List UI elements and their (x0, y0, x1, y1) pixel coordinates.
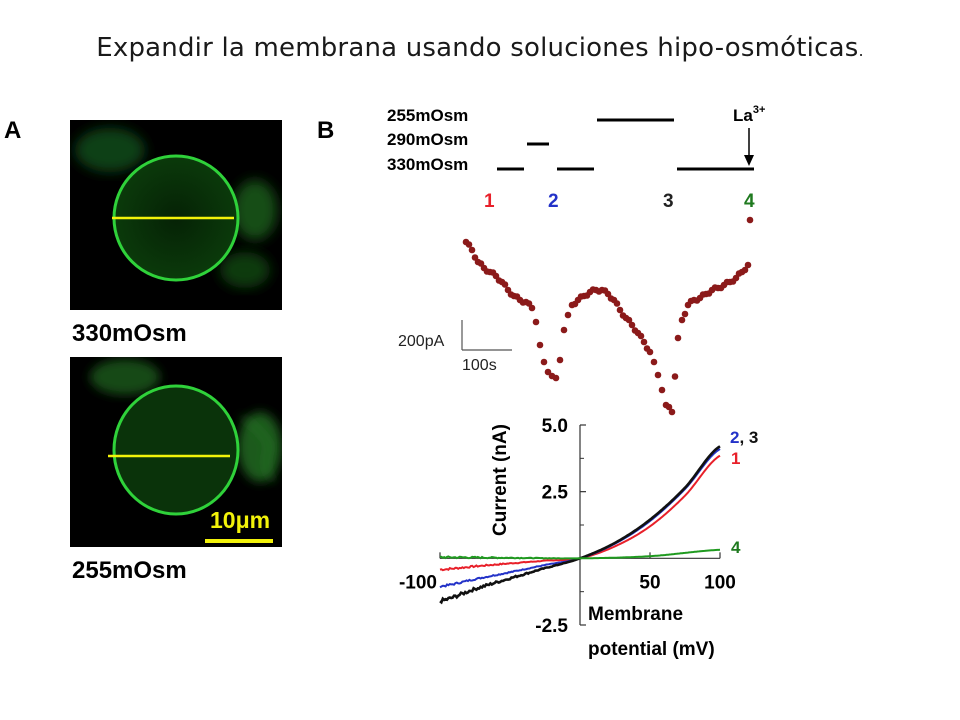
scale-bar-label: 10μm (210, 507, 271, 533)
marker-3: 3 (663, 191, 674, 212)
trace-dot-90 (746, 216, 754, 224)
trace-dot-58 (646, 348, 654, 356)
micrograph-255 (70, 357, 282, 547)
trace-dot-68 (681, 310, 689, 318)
trace-dot-89 (744, 261, 752, 269)
panel-b-letter: B (317, 117, 335, 144)
iv-series-label-2: 2 (730, 428, 739, 447)
iv-series-label-4: 4 (731, 538, 741, 557)
iv-y-tick-label-1: 2.5 (542, 483, 569, 504)
la-superscript: 3+ (753, 104, 766, 116)
protocol-bars (497, 118, 754, 171)
trace-dot-47 (613, 300, 621, 307)
trace-dot-59 (650, 358, 658, 366)
iv-x-tick-label-2: 100 (704, 572, 736, 593)
slide-title-dot: . (858, 41, 864, 60)
trace-dot-31 (564, 311, 572, 319)
time-course-trace (462, 216, 754, 416)
la-arrow-head (744, 155, 754, 166)
protocol-label-255: 255mOsm (387, 106, 468, 125)
iv-chart: -100 50 100 -2.5 2.5 5.0 Current (nA) Membran… (399, 416, 758, 660)
trace-dot-48 (616, 306, 624, 314)
trace-dot-2 (468, 246, 476, 254)
iv-y-tick-label-2: 5.0 (542, 416, 568, 437)
label-330mosm: 330mOsm (72, 320, 187, 347)
slide-title: Expandir la membrana usando soluciones h… (0, 33, 960, 63)
trace-dot-88 (741, 266, 749, 274)
panel-a-letter: A (4, 117, 22, 144)
trace-dot-55 (637, 332, 645, 340)
iv-series (439, 445, 721, 605)
iv-y-tick-label-0: -2.5 (535, 616, 568, 637)
trace-dot-30 (560, 326, 568, 334)
trace-dot-26 (544, 368, 552, 376)
trace-dot-23 (532, 318, 540, 326)
protocol-label-330: 330mOsm (387, 155, 468, 174)
scale-time-label: 100s (462, 357, 497, 374)
la-label-text: La (733, 106, 753, 125)
iv-ticks: -100 50 100 -2.5 2.5 5.0 (399, 416, 736, 637)
trace-dot-65 (671, 373, 679, 380)
iv-x-axis-label-line1: Membrane (588, 604, 683, 625)
trace-dot-25 (540, 358, 548, 366)
marker-4: 4 (744, 191, 755, 212)
trace-dot-1 (465, 241, 473, 248)
trace-dot-63 (665, 403, 673, 411)
iv-series-label-2-3: 2, 3 (730, 428, 758, 447)
iv-series-line-4 (439, 548, 721, 560)
scale-current-label: 200pA (398, 333, 445, 350)
iv-series-label-3: , 3 (739, 428, 758, 447)
micrograph-330 (70, 120, 282, 310)
trace-dot-66 (674, 334, 682, 342)
iv-x-tick-label-0: -100 (399, 572, 437, 593)
trace-dot-64 (668, 408, 676, 416)
marker-2: 2 (548, 191, 559, 212)
iv-x-tick-label-1: 50 (639, 572, 660, 593)
protocol-label-290: 290mOsm (387, 130, 468, 149)
trace-dot-60 (654, 371, 662, 379)
trace-dot-28 (552, 374, 560, 382)
trace-dot-29 (556, 356, 564, 364)
trace-dot-61 (658, 386, 666, 394)
label-255mosm: 255mOsm (72, 557, 187, 584)
trace-dot-67 (678, 316, 686, 324)
trace-dot-24 (536, 341, 544, 349)
iv-x-axis-label-line2: potential (mV) (588, 639, 715, 660)
trace-dot-52 (628, 321, 636, 329)
iv-y-axis-label: Current (nA) (490, 424, 511, 536)
slide-title-text: Expandir la membrana usando soluciones h… (96, 33, 859, 63)
iv-series-label-1: 1 (731, 449, 740, 468)
trace-dot-56 (640, 338, 648, 346)
trace-dot-51 (625, 316, 633, 324)
marker-1: 1 (484, 191, 495, 212)
la-label: La3+ (733, 104, 765, 125)
trace-dot-22 (528, 304, 536, 312)
trace-dot-13 (501, 281, 509, 288)
